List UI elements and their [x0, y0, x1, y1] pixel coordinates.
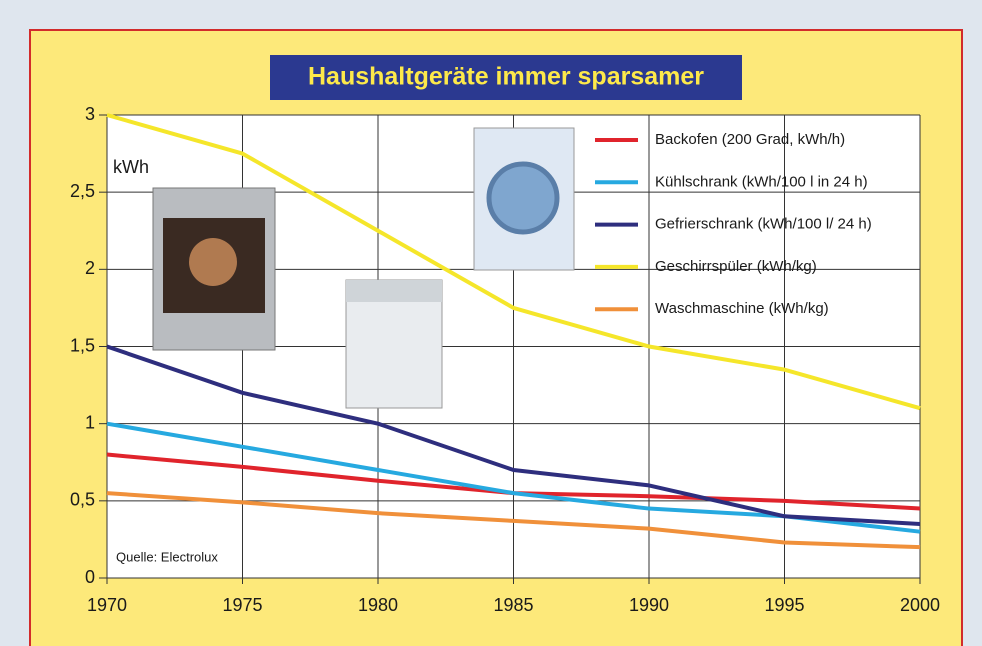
y-tick-label: 0,5	[70, 490, 95, 510]
legend-label: Gefrierschrank (kWh/100 l/ 24 h)	[655, 216, 872, 233]
legend-label: Geschirrspüler (kWh/kg)	[655, 258, 817, 275]
x-tick-label: 1985	[493, 595, 533, 615]
y-axis-label: kWh	[113, 157, 149, 177]
y-tick-label: 2,5	[70, 181, 95, 201]
y-tick-label: 0	[85, 567, 95, 587]
legend-label: Waschmaschine (kWh/kg)	[655, 300, 829, 317]
chart-title: Haushaltgeräte immer sparsamer	[308, 63, 704, 91]
y-tick-label: 2	[85, 258, 95, 278]
legend-label: Kühlschrank (kWh/100 l in 24 h)	[655, 173, 868, 190]
y-tick-label: 1,5	[70, 335, 95, 355]
x-tick-label: 1970	[87, 595, 127, 615]
x-tick-label: 1975	[222, 595, 262, 615]
x-tick-label: 2000	[900, 595, 940, 615]
x-tick-label: 1980	[358, 595, 398, 615]
source-note: Quelle: Electrolux	[116, 549, 218, 564]
oven-image	[153, 188, 275, 350]
chart: Haushaltgeräte immer sparsamer kWh Quell…	[0, 0, 982, 646]
y-tick-label: 1	[85, 412, 95, 432]
x-tick-label: 1990	[629, 595, 669, 615]
washer-image	[474, 128, 574, 270]
legend-label: Backofen (200 Grad, kWh/h)	[655, 131, 845, 148]
y-tick-label: 3	[85, 104, 95, 124]
x-tick-label: 1995	[764, 595, 804, 615]
dishwasher-image	[346, 280, 442, 408]
